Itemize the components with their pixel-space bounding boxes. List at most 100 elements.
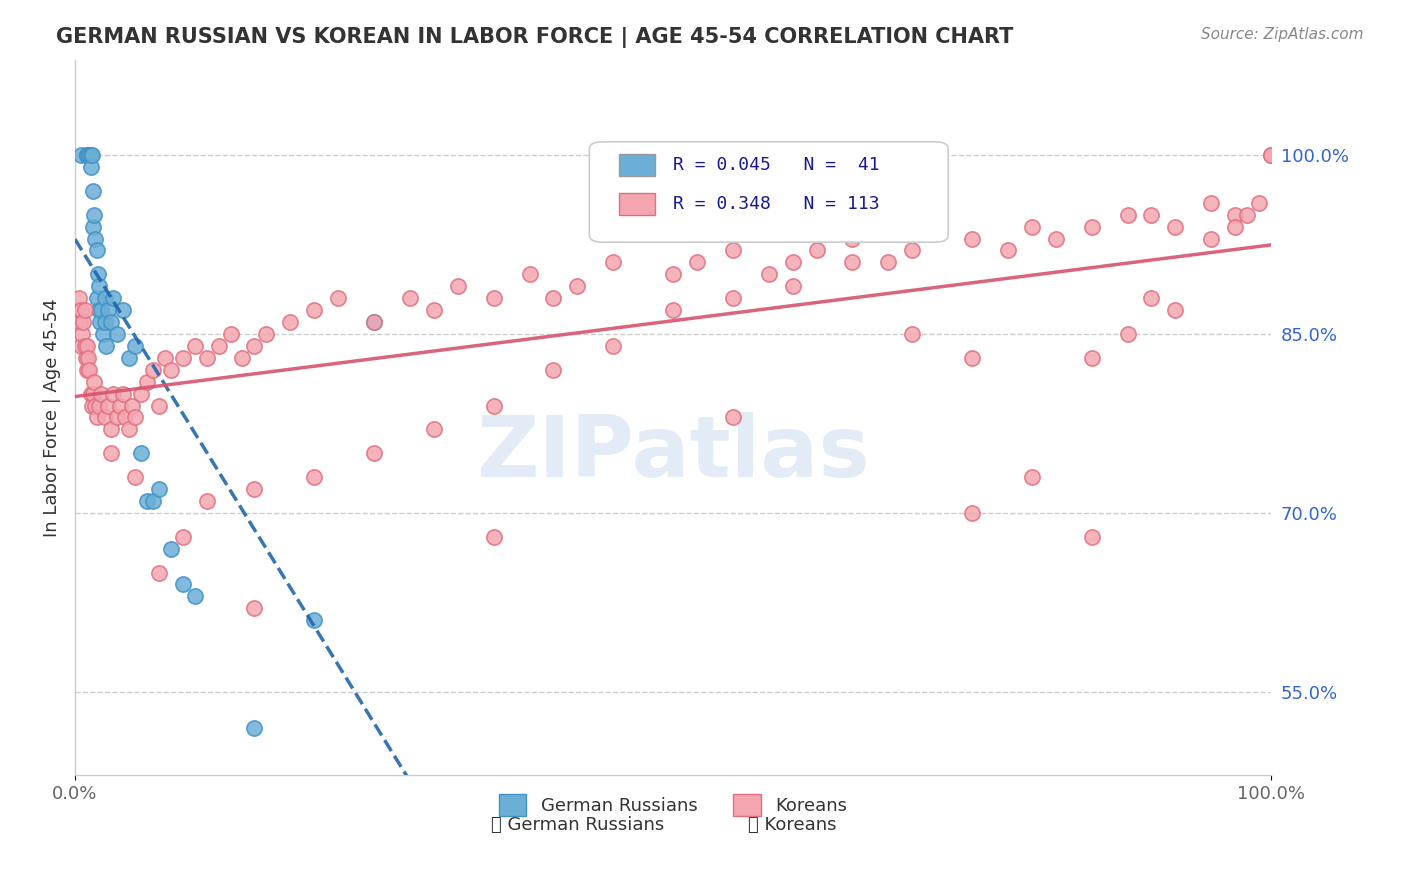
Koreans — [602, 255, 624, 269]
Koreans — [76, 363, 98, 377]
Koreans — [75, 351, 97, 365]
Koreans — [103, 386, 125, 401]
German Russians — [129, 446, 152, 460]
Koreans — [758, 268, 780, 282]
Koreans — [519, 268, 541, 282]
Koreans — [79, 386, 101, 401]
Koreans — [1236, 208, 1258, 222]
Koreans — [806, 244, 828, 258]
German Russians — [111, 303, 134, 318]
German Russians — [84, 231, 107, 245]
Koreans — [721, 244, 744, 258]
Koreans — [328, 291, 350, 305]
Text: R = 0.348   N = 113: R = 0.348 N = 113 — [673, 195, 880, 213]
Koreans — [423, 422, 446, 436]
Koreans — [66, 303, 89, 318]
Koreans — [482, 399, 505, 413]
Koreans — [207, 339, 229, 353]
Koreans — [135, 375, 157, 389]
Koreans — [159, 363, 181, 377]
Koreans — [70, 303, 93, 318]
Koreans — [1260, 148, 1282, 162]
Koreans — [142, 363, 165, 377]
Koreans — [153, 351, 176, 365]
Koreans — [70, 339, 93, 353]
German Russians — [103, 291, 125, 305]
Koreans — [482, 291, 505, 305]
German Russians — [97, 303, 120, 318]
Koreans — [195, 494, 218, 508]
German Russians — [159, 541, 181, 556]
Koreans — [1225, 219, 1247, 234]
German Russians — [90, 303, 112, 318]
German Russians — [142, 494, 165, 508]
Koreans — [278, 315, 301, 329]
Koreans — [1260, 148, 1282, 162]
German Russians — [76, 148, 98, 162]
Koreans — [172, 530, 194, 544]
Koreans — [80, 399, 103, 413]
Koreans — [602, 339, 624, 353]
German Russians — [172, 577, 194, 591]
Koreans — [73, 303, 96, 318]
Koreans — [100, 422, 122, 436]
Koreans — [1140, 291, 1163, 305]
German Russians — [82, 219, 104, 234]
Koreans — [70, 326, 93, 341]
Koreans — [100, 446, 122, 460]
Koreans — [82, 386, 104, 401]
German Russians — [82, 184, 104, 198]
Koreans — [94, 410, 117, 425]
German Russians — [79, 148, 101, 162]
Koreans — [77, 351, 100, 365]
German Russians — [124, 339, 146, 353]
Koreans — [662, 268, 685, 282]
Koreans — [363, 315, 385, 329]
Y-axis label: In Labor Force | Age 45-54: In Labor Force | Age 45-54 — [44, 298, 60, 537]
Koreans — [83, 375, 105, 389]
Koreans — [782, 255, 804, 269]
Koreans — [841, 231, 863, 245]
Koreans — [110, 399, 132, 413]
Koreans — [243, 339, 266, 353]
Koreans — [1021, 470, 1043, 484]
German Russians — [86, 291, 108, 305]
Koreans — [1164, 303, 1187, 318]
German Russians — [87, 303, 110, 318]
Koreans — [87, 399, 110, 413]
Koreans — [901, 326, 924, 341]
German Russians — [76, 148, 98, 162]
Koreans — [721, 410, 744, 425]
German Russians — [183, 590, 205, 604]
German Russians — [118, 351, 141, 365]
Koreans — [118, 422, 141, 436]
Koreans — [86, 410, 108, 425]
German Russians — [148, 482, 170, 496]
Koreans — [302, 470, 325, 484]
Koreans — [721, 291, 744, 305]
Legend: German Russians, Koreans: German Russians, Koreans — [492, 787, 855, 823]
Koreans — [1116, 208, 1139, 222]
Koreans — [447, 279, 470, 293]
Koreans — [243, 601, 266, 615]
Text: ⬛ Koreans: ⬛ Koreans — [748, 816, 837, 834]
Koreans — [183, 339, 205, 353]
German Russians — [79, 148, 101, 162]
Koreans — [1021, 219, 1043, 234]
German Russians — [86, 244, 108, 258]
German Russians — [79, 160, 101, 174]
Text: R = 0.045   N =  41: R = 0.045 N = 41 — [673, 156, 880, 174]
Koreans — [1164, 219, 1187, 234]
Koreans — [423, 303, 446, 318]
Koreans — [841, 255, 863, 269]
Koreans — [195, 351, 218, 365]
Koreans — [686, 255, 709, 269]
German Russians — [87, 279, 110, 293]
Koreans — [877, 255, 900, 269]
Koreans — [90, 386, 112, 401]
Koreans — [302, 303, 325, 318]
Koreans — [69, 315, 91, 329]
FancyBboxPatch shape — [589, 142, 948, 242]
Koreans — [997, 244, 1019, 258]
German Russians — [87, 268, 110, 282]
